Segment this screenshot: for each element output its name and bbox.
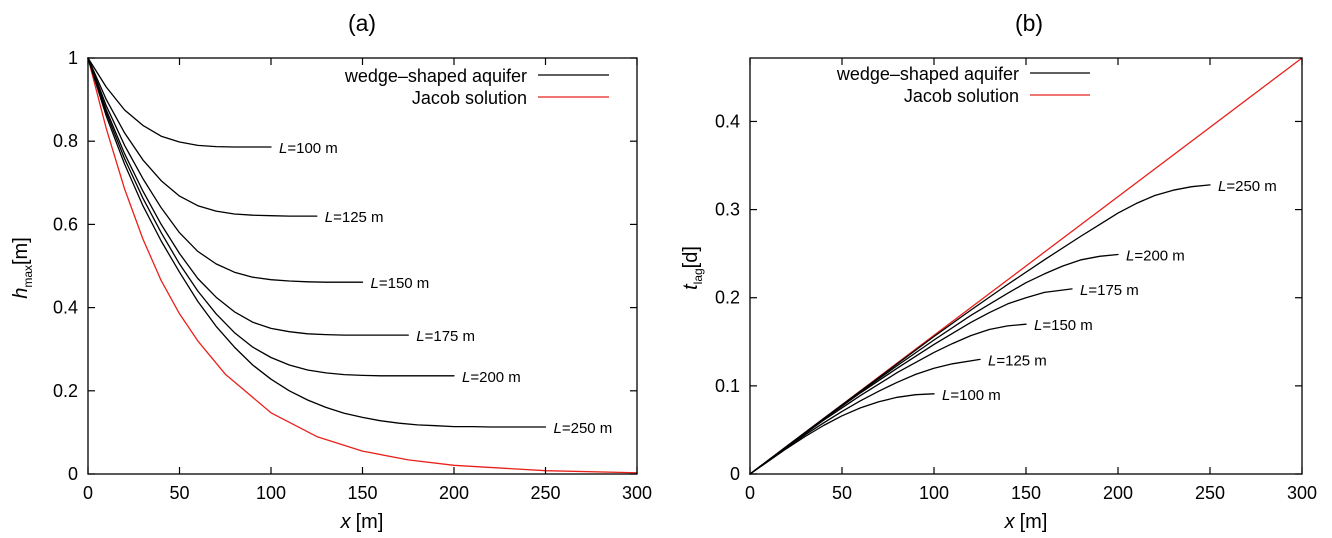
curve-label: L=150 m xyxy=(371,275,430,292)
panel-b-legend: wedge–shaped aquifer Jacob solution xyxy=(836,64,1090,106)
curve-label: L=175 m xyxy=(416,328,475,345)
x-tick-label: 250 xyxy=(1195,483,1225,503)
wedge-curve-line xyxy=(87,57,455,377)
legend-label-wedge: wedge–shaped aquifer xyxy=(344,66,527,86)
panel-b-ylabel: tlag[d] xyxy=(680,246,705,290)
panel-b-curves: L=100 m L=125 m L=150 m L=175 m L=200 m L=250… xyxy=(749,57,1303,475)
x-tick-label: 100 xyxy=(919,483,949,503)
wedge-curve-line xyxy=(87,57,272,148)
panel-a: (a) L=100 mL=125 mL=150 mL=175 mL=200 mL… xyxy=(10,10,652,533)
panel-a-curves: L=100 m L=125 m L=150 m L=175 m L=200 m L=250… xyxy=(87,57,638,474)
curve-label: L=150 m xyxy=(1034,317,1093,334)
y-tick-label: 0.2 xyxy=(715,288,740,308)
panel-a-title: (a) xyxy=(348,10,376,36)
curve-label: L=125 m xyxy=(988,352,1047,369)
curve-label: L=250 m xyxy=(554,420,613,437)
y-tick-label: 0.4 xyxy=(53,298,78,318)
x-tick-label: 0 xyxy=(745,483,755,503)
y-tick-label: 1 xyxy=(68,48,78,68)
wedge-curve-line xyxy=(87,57,318,217)
x-tick-label: 150 xyxy=(347,483,377,503)
curve-label: L=200 m xyxy=(1126,248,1185,265)
curve-label: L=100 m xyxy=(279,140,338,157)
wedge-curve-line xyxy=(749,184,1211,475)
panel-b-xlabel: x [m] xyxy=(1004,511,1048,533)
y-tick-label: 0.1 xyxy=(715,376,740,396)
panel-a-plot-frame xyxy=(87,57,638,475)
curve-label: L=125 m xyxy=(325,209,384,226)
wedge-curve-line xyxy=(87,57,547,428)
curve-label: L=200 m xyxy=(462,369,521,386)
y-tick-label: 0.4 xyxy=(715,111,740,131)
panel-b-ticks: 0 50 100 150 200 250 300 0 0.1 0.2 0.3 0.4 xyxy=(715,58,1317,503)
curve-label: L=175 m xyxy=(1080,282,1139,299)
curve-label: L=250 m xyxy=(1218,178,1277,195)
panel-a-ylabel: hmax[m] xyxy=(10,237,35,299)
x-tick-label: 300 xyxy=(622,483,652,503)
x-tick-label: 50 xyxy=(832,483,852,503)
wedge-curve-line xyxy=(749,253,1119,475)
jacob-solution-line xyxy=(87,57,638,474)
y-tick-label: 0.6 xyxy=(53,214,78,234)
wedge-curve-line xyxy=(87,57,364,283)
panel-b-title: (b) xyxy=(1015,10,1043,36)
x-tick-label: 200 xyxy=(1103,483,1133,503)
y-tick-label: 0.8 xyxy=(53,131,78,151)
legend-label-jacob: Jacob solution xyxy=(904,86,1019,106)
wedge-curve-line xyxy=(749,288,1073,475)
curve-label: L=100 m xyxy=(942,387,1001,404)
y-tick-label: 0.3 xyxy=(715,200,740,220)
y-tick-label: 0 xyxy=(68,464,78,484)
panel-a-ticks: 0 50 100 150 200 250 300 0 0.2 0.4 0.6 0.8 1 xyxy=(53,48,652,503)
x-tick-label: 100 xyxy=(256,483,286,503)
x-tick-label: 250 xyxy=(530,483,560,503)
wedge-curve-line xyxy=(749,358,981,475)
x-tick-label: 300 xyxy=(1287,483,1317,503)
panel-b: (b) L=100 mL=125 mL=150 mL=175 mL=200 mL… xyxy=(680,10,1317,533)
panel-a-xlabel: x [m] xyxy=(340,511,384,533)
legend-label-wedge: wedge–shaped aquifer xyxy=(836,64,1019,84)
legend-label-jacob: Jacob solution xyxy=(412,88,527,108)
y-tick-label: 0 xyxy=(730,464,740,484)
x-tick-label: 50 xyxy=(169,483,189,503)
x-tick-label: 0 xyxy=(83,483,93,503)
x-tick-label: 200 xyxy=(439,483,469,503)
x-tick-label: 150 xyxy=(1011,483,1041,503)
panel-a-legend: wedge–shaped aquifer Jacob solution xyxy=(344,66,609,108)
wedge-curve-line xyxy=(87,57,409,336)
y-tick-label: 0.2 xyxy=(53,381,78,401)
